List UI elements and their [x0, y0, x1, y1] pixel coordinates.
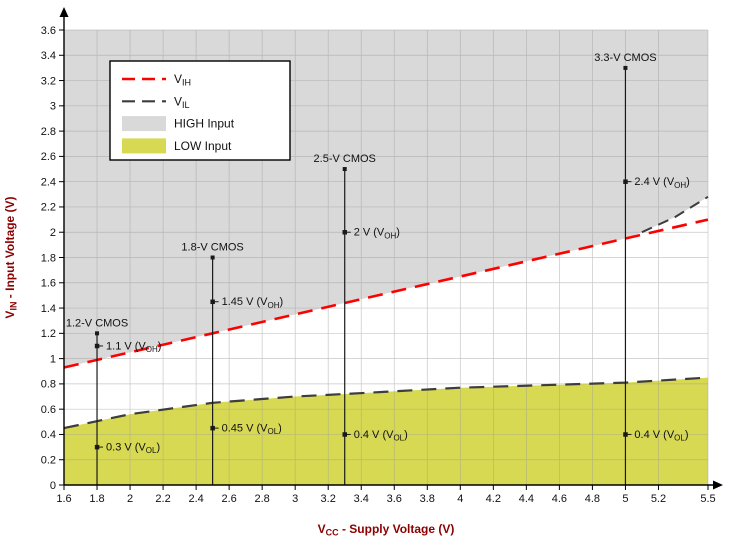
y-tick-label: 2.2 — [41, 202, 56, 214]
x-tick-label: 3.8 — [420, 493, 435, 505]
x-tick-label: 4.2 — [486, 493, 501, 505]
y-tick-label: 2 — [50, 227, 56, 239]
device-top-marker — [623, 65, 628, 70]
x-tick-label: 3.4 — [354, 493, 369, 505]
point-label: 0.4 V (VOL) — [634, 429, 688, 443]
y-tick-label: 2.4 — [41, 176, 56, 188]
x-tick-label: 2.2 — [155, 493, 170, 505]
y-tick-label: 1.4 — [41, 303, 56, 315]
point-label: 1.1 V (VOH) — [106, 340, 161, 354]
device-name-label: 1.8-V CMOS — [181, 242, 243, 254]
vil-line — [63, 376, 709, 430]
device-line-3: 3.3-V CMOS 2.4 V (VOH) 0.4 V (VOL) — [594, 52, 690, 485]
y-tick-label: 2.6 — [41, 151, 56, 163]
device-name-label: 1.2-V CMOS — [66, 317, 128, 329]
device-name-label: 2.5-V CMOS — [314, 153, 376, 165]
x-tick-label: 5.2 — [651, 493, 666, 505]
x-tick-label: 5.5 — [700, 493, 715, 505]
x-axis-title: VCC - Supply Voltage (V) — [318, 522, 455, 538]
point-label: 2 V (VOH) — [354, 227, 400, 241]
legend-label: VIH — [174, 72, 191, 88]
x-tick-label: 4 — [457, 493, 463, 505]
x-tick-label: 3.6 — [387, 493, 402, 505]
y-tick-label: 0.4 — [41, 429, 56, 441]
point-marker — [210, 299, 215, 305]
point-label: 0.4 V (VOL) — [354, 429, 408, 443]
y-tick-label: 3.6 — [41, 25, 56, 37]
legend-label: VIL — [174, 94, 190, 110]
point-marker — [94, 343, 100, 349]
y-tick-label: 0.6 — [41, 404, 56, 416]
high-region-boundary-tail — [641, 195, 709, 234]
legend-label: HIGH Input — [174, 117, 235, 131]
point-label: 1.45 V (VOH) — [222, 296, 284, 310]
legend-swatch-high_region — [122, 116, 166, 132]
x-axis-arrow — [713, 480, 723, 490]
point-label: 2.4 V (VOH) — [634, 176, 689, 190]
device-top-marker — [95, 331, 100, 336]
x-tick-label: 5 — [622, 493, 628, 505]
x-tick-label: 2.8 — [255, 493, 270, 505]
x-tick-label: 4.8 — [585, 493, 600, 505]
device-top-marker — [342, 167, 347, 172]
x-tick-label: 2 — [127, 493, 133, 505]
legend: VIH VIL HIGH Input LOW Input — [109, 60, 291, 161]
device-line-1: 1.8-V CMOS 1.45 V (VOH) 0.45 V (VOL) — [181, 242, 284, 485]
legend-label: LOW Input — [174, 139, 232, 153]
low-input-region — [64, 377, 708, 485]
device-line-0: 1.2-V CMOS 1.1 V (VOH) 0.3 V (VOL) — [66, 317, 161, 485]
x-tick-label: 2.4 — [188, 493, 203, 505]
device-line-2: 2.5-V CMOS 2 V (VOH) 0.4 V (VOL) — [314, 153, 408, 485]
y-tick-label: 1.8 — [41, 252, 56, 264]
y-tick-label: 3.2 — [41, 75, 56, 87]
point-label: 0.45 V (VOL) — [222, 423, 282, 437]
ticks — [59, 29, 709, 490]
point-marker — [623, 432, 628, 437]
point-marker — [623, 179, 628, 184]
device-top-marker — [210, 255, 215, 260]
x-tick-label: 2.6 — [221, 493, 236, 505]
y-tick-label: 1.2 — [41, 328, 56, 340]
point-label: 0.3 V (VOL) — [106, 442, 160, 456]
y-tick-label: 0 — [50, 480, 56, 492]
x-tick-label: 3.2 — [321, 493, 336, 505]
point-marker — [342, 230, 348, 235]
x-tick-label: 3 — [292, 493, 298, 505]
y-tick-label: 3 — [50, 101, 56, 113]
x-tick-label: 4.4 — [519, 493, 534, 505]
point-marker — [94, 444, 100, 450]
y-tick-label: 1 — [50, 353, 56, 365]
y-tick-label: 3.4 — [41, 50, 56, 62]
y-axis-arrow — [59, 7, 69, 17]
x-tick-label: 1.8 — [89, 493, 104, 505]
device-name-label: 3.3-V CMOS — [594, 52, 656, 64]
y-axis-title: VIN - Input Voltage (V) — [3, 196, 19, 318]
y-tick-label: 0.8 — [41, 379, 56, 391]
vih-line — [63, 218, 709, 369]
y-tick-label: 2.8 — [41, 126, 56, 138]
point-marker — [210, 425, 215, 431]
y-tick-label: 1.6 — [41, 278, 56, 290]
x-tick-label: 1.6 — [56, 493, 71, 505]
legend-swatch-low_region — [122, 138, 166, 154]
x-tick-label: 4.6 — [552, 493, 567, 505]
axes — [63, 16, 714, 486]
point-marker — [342, 432, 348, 437]
y-tick-label: 0.2 — [41, 455, 56, 467]
